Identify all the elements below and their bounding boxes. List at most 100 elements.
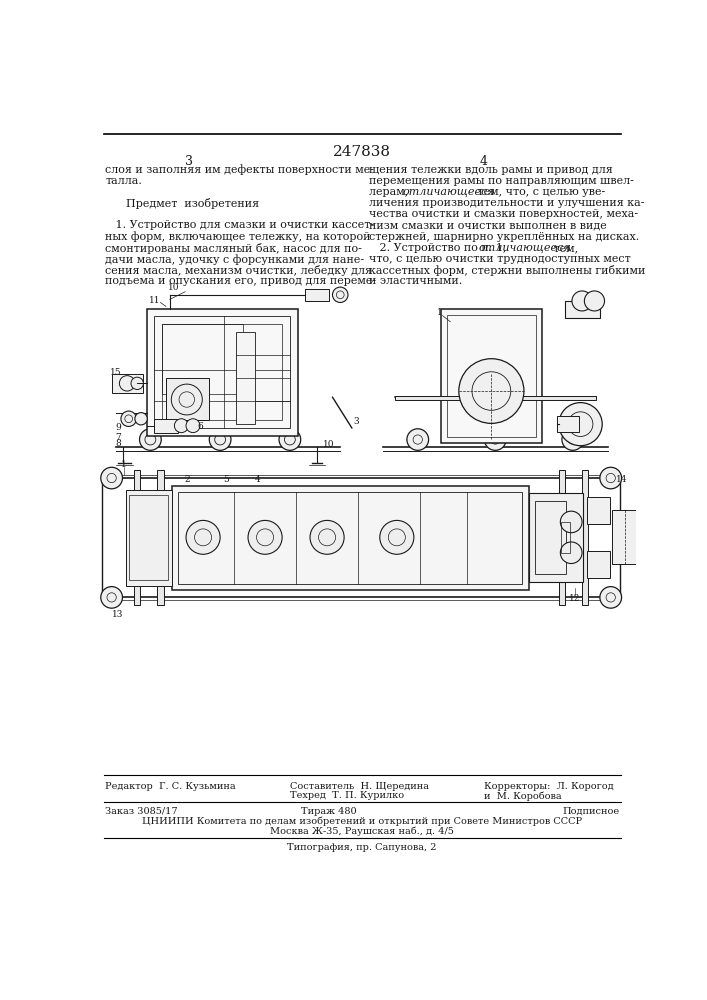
Circle shape: [459, 359, 524, 423]
Text: 2: 2: [185, 475, 190, 484]
Text: слоя и заполняя им дефекты поверхности ме-: слоя и заполняя им дефекты поверхности м…: [105, 165, 375, 175]
Circle shape: [139, 429, 161, 450]
Text: 11: 11: [148, 296, 160, 305]
Text: отличающееся: отличающееся: [402, 187, 495, 197]
Circle shape: [175, 419, 188, 433]
Bar: [582, 470, 588, 605]
Bar: [441, 309, 542, 443]
Bar: [305, 289, 329, 301]
Bar: [395, 396, 596, 400]
Bar: [235, 332, 255, 424]
Circle shape: [186, 419, 200, 433]
Bar: [557, 416, 579, 432]
Bar: [587, 497, 610, 524]
Text: 10: 10: [168, 283, 180, 292]
Text: перемещения рамы по направляющим швел-: перемещения рамы по направляющим швел-: [369, 176, 633, 186]
Text: 1: 1: [437, 308, 443, 317]
Text: 15: 15: [110, 368, 122, 377]
Circle shape: [209, 429, 231, 450]
Text: сения масла, механизм очистки, лебедку для: сения масла, механизм очистки, лебедку д…: [105, 265, 373, 276]
Text: Москва Ж-35, Раушская наб., д. 4/5: Москва Ж-35, Раушская наб., д. 4/5: [270, 826, 454, 836]
Circle shape: [121, 411, 136, 426]
Text: подъема и опускания его, привод для переме-: подъема и опускания его, привод для пере…: [105, 276, 377, 286]
Text: смонтированы масляный бак, насос для по-: смонтированы масляный бак, насос для по-: [105, 243, 362, 254]
Text: 3: 3: [353, 417, 358, 426]
Circle shape: [561, 542, 582, 564]
Text: низм смазки и очистки выполнен в виде: низм смазки и очистки выполнен в виде: [369, 220, 607, 230]
Text: Подписное: Подписное: [562, 807, 619, 816]
Text: отличающееся: отличающееся: [478, 243, 571, 253]
Text: 1. Устройство для смазки и очистки кассет-: 1. Устройство для смазки и очистки кассе…: [105, 220, 375, 230]
Bar: [561, 522, 571, 553]
Text: Техред  Т. П. Курилко: Техред Т. П. Курилко: [290, 791, 404, 800]
Text: талла.: талла.: [105, 176, 142, 186]
Text: Составитель  Н. Щередина: Составитель Н. Щередина: [290, 782, 429, 791]
Text: 6: 6: [198, 422, 204, 431]
Bar: [587, 551, 610, 578]
Text: и  М. Коробова: и М. Коробова: [484, 791, 561, 801]
Bar: [146, 309, 298, 436]
Text: лерам,: лерам,: [369, 187, 411, 197]
Text: 14: 14: [616, 475, 627, 484]
Text: 13: 13: [112, 610, 124, 619]
Bar: [158, 470, 163, 605]
Circle shape: [585, 291, 604, 311]
Text: ЦНИИПИ Комитета по делам изобретений и открытий при Совете Министров СССР: ЦНИИПИ Комитета по делам изобретений и о…: [142, 817, 582, 826]
Circle shape: [131, 377, 144, 389]
Bar: [448, 315, 535, 437]
Bar: [126, 490, 172, 586]
Bar: [154, 316, 290, 428]
Bar: [154, 419, 177, 433]
Circle shape: [248, 520, 282, 554]
Circle shape: [101, 467, 122, 489]
Text: личения производительности и улучшения ка-: личения производительности и улучшения к…: [369, 198, 644, 208]
Circle shape: [562, 429, 583, 450]
Bar: [166, 378, 209, 420]
Text: Заказ 3085/17: Заказ 3085/17: [105, 807, 178, 816]
Text: 3: 3: [185, 155, 193, 168]
Circle shape: [310, 520, 344, 554]
Circle shape: [186, 520, 220, 554]
Circle shape: [572, 291, 592, 311]
Circle shape: [600, 587, 621, 608]
Text: 9: 9: [115, 424, 121, 432]
Text: 5: 5: [223, 475, 229, 484]
Text: Корректоры:  Л. Корогод: Корректоры: Л. Корогод: [484, 782, 613, 791]
Text: дачи масла, удочку с форсунками для нане-: дачи масла, удочку с форсунками для нане…: [105, 254, 365, 265]
Text: 4: 4: [479, 155, 488, 168]
Circle shape: [135, 413, 147, 425]
Circle shape: [407, 429, 428, 450]
Text: 12: 12: [569, 594, 580, 603]
Circle shape: [332, 287, 348, 302]
Circle shape: [559, 403, 602, 446]
Text: 247838: 247838: [333, 145, 391, 159]
Text: 1: 1: [121, 460, 127, 469]
Text: щения тележки вдоль рамы и привод для: щения тележки вдоль рамы и привод для: [369, 165, 613, 175]
Text: 8: 8: [115, 439, 121, 448]
Bar: [162, 324, 282, 420]
Bar: [565, 301, 600, 318]
Text: 10: 10: [323, 440, 334, 449]
Text: 2. Устройство по п. 1,: 2. Устройство по п. 1,: [369, 243, 510, 253]
Text: ных форм, включающее тележку, на которой: ных форм, включающее тележку, на которой: [105, 232, 371, 242]
Bar: [559, 470, 565, 605]
Circle shape: [279, 429, 300, 450]
Circle shape: [101, 587, 122, 608]
Text: и эластичными.: и эластичными.: [369, 276, 462, 286]
Bar: [112, 374, 143, 393]
Text: кассетных форм, стержни выполнены гибкими: кассетных форм, стержни выполнены гибким…: [369, 265, 645, 276]
Text: 7: 7: [115, 433, 121, 442]
Bar: [178, 492, 522, 584]
Bar: [134, 470, 140, 605]
Circle shape: [380, 520, 414, 554]
Text: Редактор  Г. С. Кузьмина: Редактор Г. С. Кузьмина: [105, 782, 236, 791]
Text: тем, что, с целью уве-: тем, что, с целью уве-: [474, 187, 605, 197]
Circle shape: [561, 511, 582, 533]
Text: чества очистки и смазки поверхностей, меха-: чества очистки и смазки поверхностей, ме…: [369, 209, 638, 219]
Bar: [534, 501, 566, 574]
Text: Тираж 480: Тираж 480: [300, 807, 356, 816]
Text: что, с целью очистки труднодоступных мест: что, с целью очистки труднодоступных мес…: [369, 254, 631, 264]
Circle shape: [600, 467, 621, 489]
Circle shape: [484, 429, 506, 450]
Text: Предмет  изобретения: Предмет изобретения: [105, 198, 259, 209]
